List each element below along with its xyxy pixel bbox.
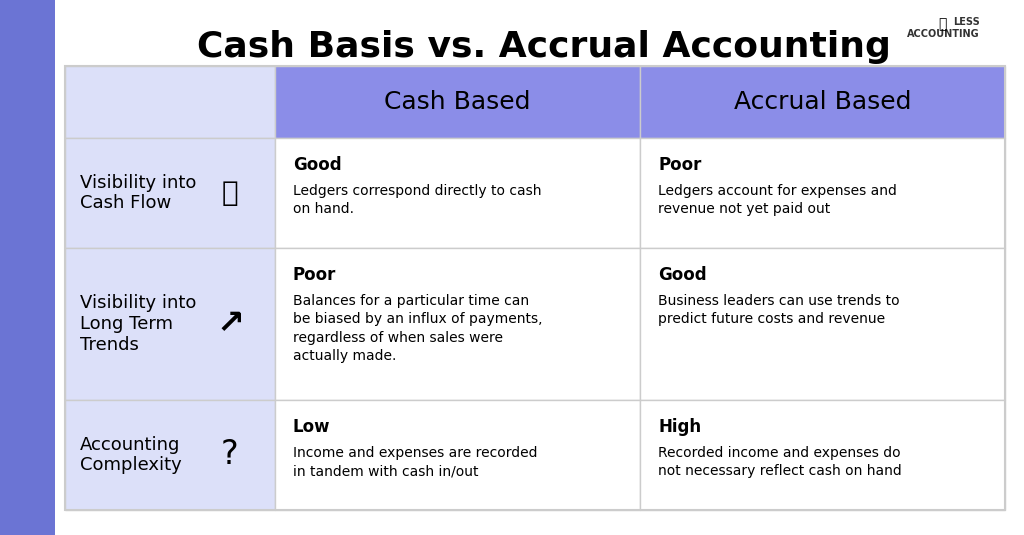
Text: High: High [658,418,701,436]
FancyBboxPatch shape [640,248,1005,400]
Text: Accrual Based: Accrual Based [734,90,911,114]
FancyBboxPatch shape [275,138,640,248]
Text: Accounting
Complexity: Accounting Complexity [80,435,181,475]
Text: Good: Good [293,156,342,174]
FancyBboxPatch shape [0,0,55,535]
Text: Income and expenses are recorded
in tandem with cash in/out: Income and expenses are recorded in tand… [293,446,538,478]
Text: Recorded income and expenses do
not necessary reflect cash on hand: Recorded income and expenses do not nece… [658,446,902,478]
Text: Cash Based: Cash Based [384,90,530,114]
FancyBboxPatch shape [65,66,275,138]
Text: Poor: Poor [293,266,336,284]
Text: ?: ? [221,439,239,471]
FancyBboxPatch shape [65,138,275,248]
Text: Ledgers account for expenses and
revenue not yet paid out: Ledgers account for expenses and revenue… [658,184,897,216]
FancyBboxPatch shape [640,400,1005,510]
FancyBboxPatch shape [65,400,275,510]
FancyBboxPatch shape [640,138,1005,248]
Text: Balances for a particular time can
be biased by an influx of payments,
regardles: Balances for a particular time can be bi… [293,294,543,363]
FancyBboxPatch shape [275,400,640,510]
Text: Business leaders can use trends to
predict future costs and revenue: Business leaders can use trends to predi… [658,294,900,326]
Text: Low: Low [293,418,331,436]
Text: 🔭: 🔭 [221,179,239,207]
Text: Ledgers correspond directly to cash
on hand.: Ledgers correspond directly to cash on h… [293,184,542,216]
Text: Good: Good [658,266,707,284]
Text: ↗: ↗ [216,308,244,340]
Text: Poor: Poor [658,156,701,174]
Text: 🦔: 🦔 [938,17,946,31]
FancyBboxPatch shape [65,248,275,400]
FancyBboxPatch shape [275,66,640,138]
Text: Cash Basis vs. Accrual Accounting: Cash Basis vs. Accrual Accounting [197,30,891,64]
Text: LESS
ACCOUNTING: LESS ACCOUNTING [907,17,980,40]
Text: Visibility into
Long Term
Trends: Visibility into Long Term Trends [80,294,197,354]
Text: Visibility into
Cash Flow: Visibility into Cash Flow [80,173,197,212]
FancyBboxPatch shape [640,66,1005,138]
FancyBboxPatch shape [275,248,640,400]
